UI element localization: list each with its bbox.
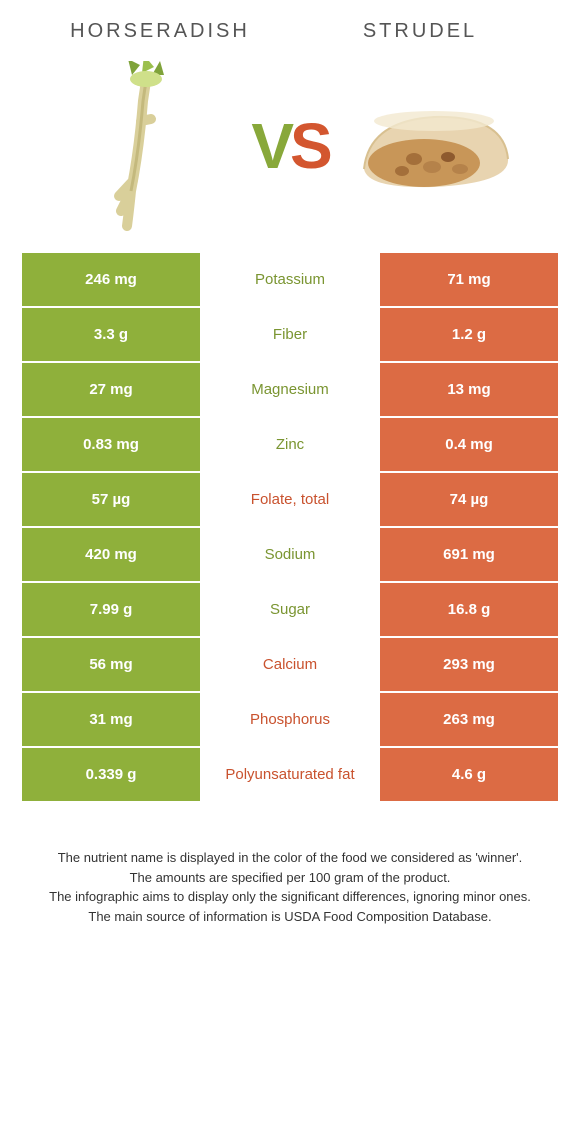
value-right: 1.2 g [378,308,558,361]
vs-label: VS [251,109,328,183]
footer-line: The amounts are specified per 100 gram o… [40,868,540,888]
table-row: 0.339 gPolyunsaturated fat4.6 g [22,748,558,803]
nutrient-label: Folate, total [202,473,378,526]
value-left: 56 mg [22,638,202,691]
food1-image [40,61,251,231]
value-left: 27 mg [22,363,202,416]
value-left: 57 µg [22,473,202,526]
food2-title: STRUDEL [290,20,550,43]
footer-notes: The nutrient name is displayed in the co… [0,803,580,926]
table-row: 0.83 mgZinc0.4 mg [22,418,558,473]
table-row: 57 µgFolate, total74 µg [22,473,558,528]
table-row: 56 mgCalcium293 mg [22,638,558,693]
hero-row: VS [0,53,580,253]
table-row: 420 mgSodium691 mg [22,528,558,583]
value-left: 3.3 g [22,308,202,361]
table-row: 27 mgMagnesium13 mg [22,363,558,418]
footer-line: The main source of information is USDA F… [40,907,540,927]
nutrient-label: Fiber [202,308,378,361]
value-right: 74 µg [378,473,558,526]
nutrient-label: Potassium [202,253,378,306]
value-right: 16.8 g [378,583,558,636]
value-right: 13 mg [378,363,558,416]
nutrient-label: Magnesium [202,363,378,416]
value-left: 7.99 g [22,583,202,636]
vs-v: V [251,109,290,183]
nutrient-label: Phosphorus [202,693,378,746]
value-right: 293 mg [378,638,558,691]
table-row: 246 mgPotassium71 mg [22,253,558,308]
header: HORSERADISH STRUDEL [0,0,580,53]
value-left: 0.339 g [22,748,202,801]
value-left: 420 mg [22,528,202,581]
table-row: 7.99 gSugar16.8 g [22,583,558,638]
value-left: 31 mg [22,693,202,746]
table-row: 3.3 gFiber1.2 g [22,308,558,363]
nutrient-label: Polyunsaturated fat [202,748,378,801]
food2-image [329,91,540,201]
value-left: 0.83 mg [22,418,202,471]
nutrient-label: Sugar [202,583,378,636]
value-right: 691 mg [378,528,558,581]
vs-s: S [290,109,329,183]
nutrient-label: Calcium [202,638,378,691]
footer-line: The infographic aims to display only the… [40,887,540,907]
table-row: 31 mgPhosphorus263 mg [22,693,558,748]
value-right: 71 mg [378,253,558,306]
nutrient-label: Zinc [202,418,378,471]
footer-line: The nutrient name is displayed in the co… [40,848,540,868]
nutrient-label: Sodium [202,528,378,581]
value-right: 263 mg [378,693,558,746]
value-left: 246 mg [22,253,202,306]
food1-title: HORSERADISH [30,20,290,43]
value-right: 4.6 g [378,748,558,801]
comparison-table: 246 mgPotassium71 mg3.3 gFiber1.2 g27 mg… [0,253,580,803]
value-right: 0.4 mg [378,418,558,471]
